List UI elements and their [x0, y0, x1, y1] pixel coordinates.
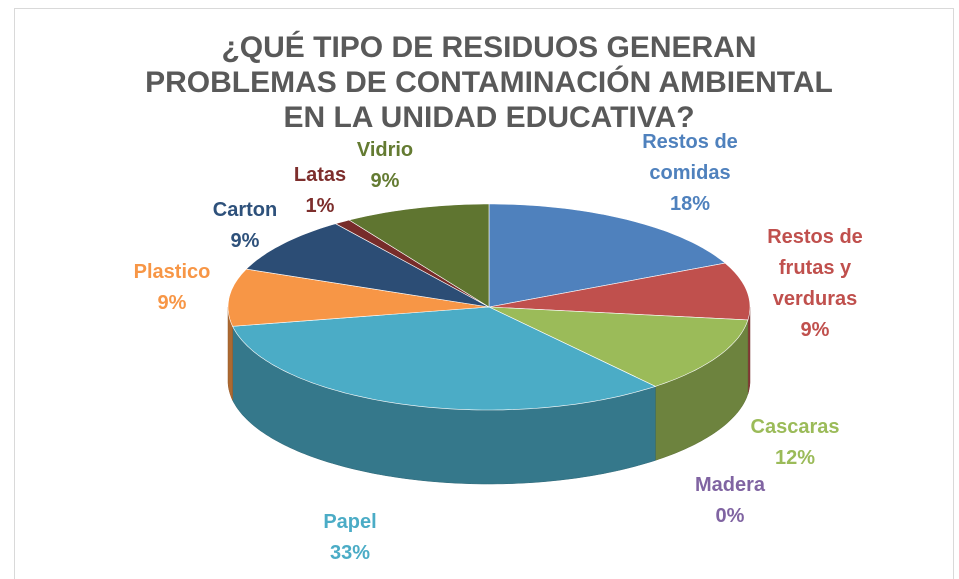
label-name: Cascaras — [750, 416, 840, 438]
slice — [348, 203, 490, 308]
slice — [488, 306, 749, 387]
slice — [488, 203, 726, 308]
label-value: 9% — [230, 230, 260, 252]
label-name: Madera — [694, 474, 766, 496]
label-name: Papel — [323, 511, 377, 533]
slice — [232, 306, 657, 411]
label-value: 9% — [800, 319, 830, 341]
label-value: 9% — [370, 170, 400, 192]
data-label: Vidrio 9% — [285, 135, 485, 197]
slice — [227, 268, 490, 327]
label-value: 1% — [305, 195, 335, 217]
slice — [245, 223, 490, 308]
label-value: 12% — [774, 447, 816, 469]
label-name: Carton — [212, 199, 278, 221]
slice-side — [747, 307, 751, 394]
chart-border — [14, 8, 954, 579]
data-label: Papel 33% — [250, 507, 450, 569]
label-name: Latas — [293, 164, 347, 186]
label-value: 18% — [669, 193, 711, 215]
label-name: Vidrio — [356, 139, 414, 161]
data-label: Cascaras 12% — [695, 412, 895, 474]
label-value: 0% — [715, 505, 745, 527]
data-label: Latas 1% — [220, 160, 420, 222]
label-name: Restos de comidas — [642, 131, 738, 184]
chart-title: ¿QUÉ TIPO DE RESIDUOS GENERAN PROBLEMAS … — [145, 31, 833, 134]
label-value: 9% — [157, 292, 187, 314]
data-label: Restos de frutas y verduras 9% — [755, 222, 875, 346]
label-name: Restos de frutas y verduras — [767, 226, 863, 310]
label-name: Plastico — [133, 261, 211, 283]
label-value: 33% — [329, 542, 371, 564]
data-label: Plastico 9% — [72, 257, 272, 319]
data-label: Carton 9% — [145, 195, 345, 257]
data-label: Madera 0% — [630, 470, 830, 532]
slice — [488, 262, 751, 321]
data-label: Restos de comidas 18% — [620, 127, 760, 220]
